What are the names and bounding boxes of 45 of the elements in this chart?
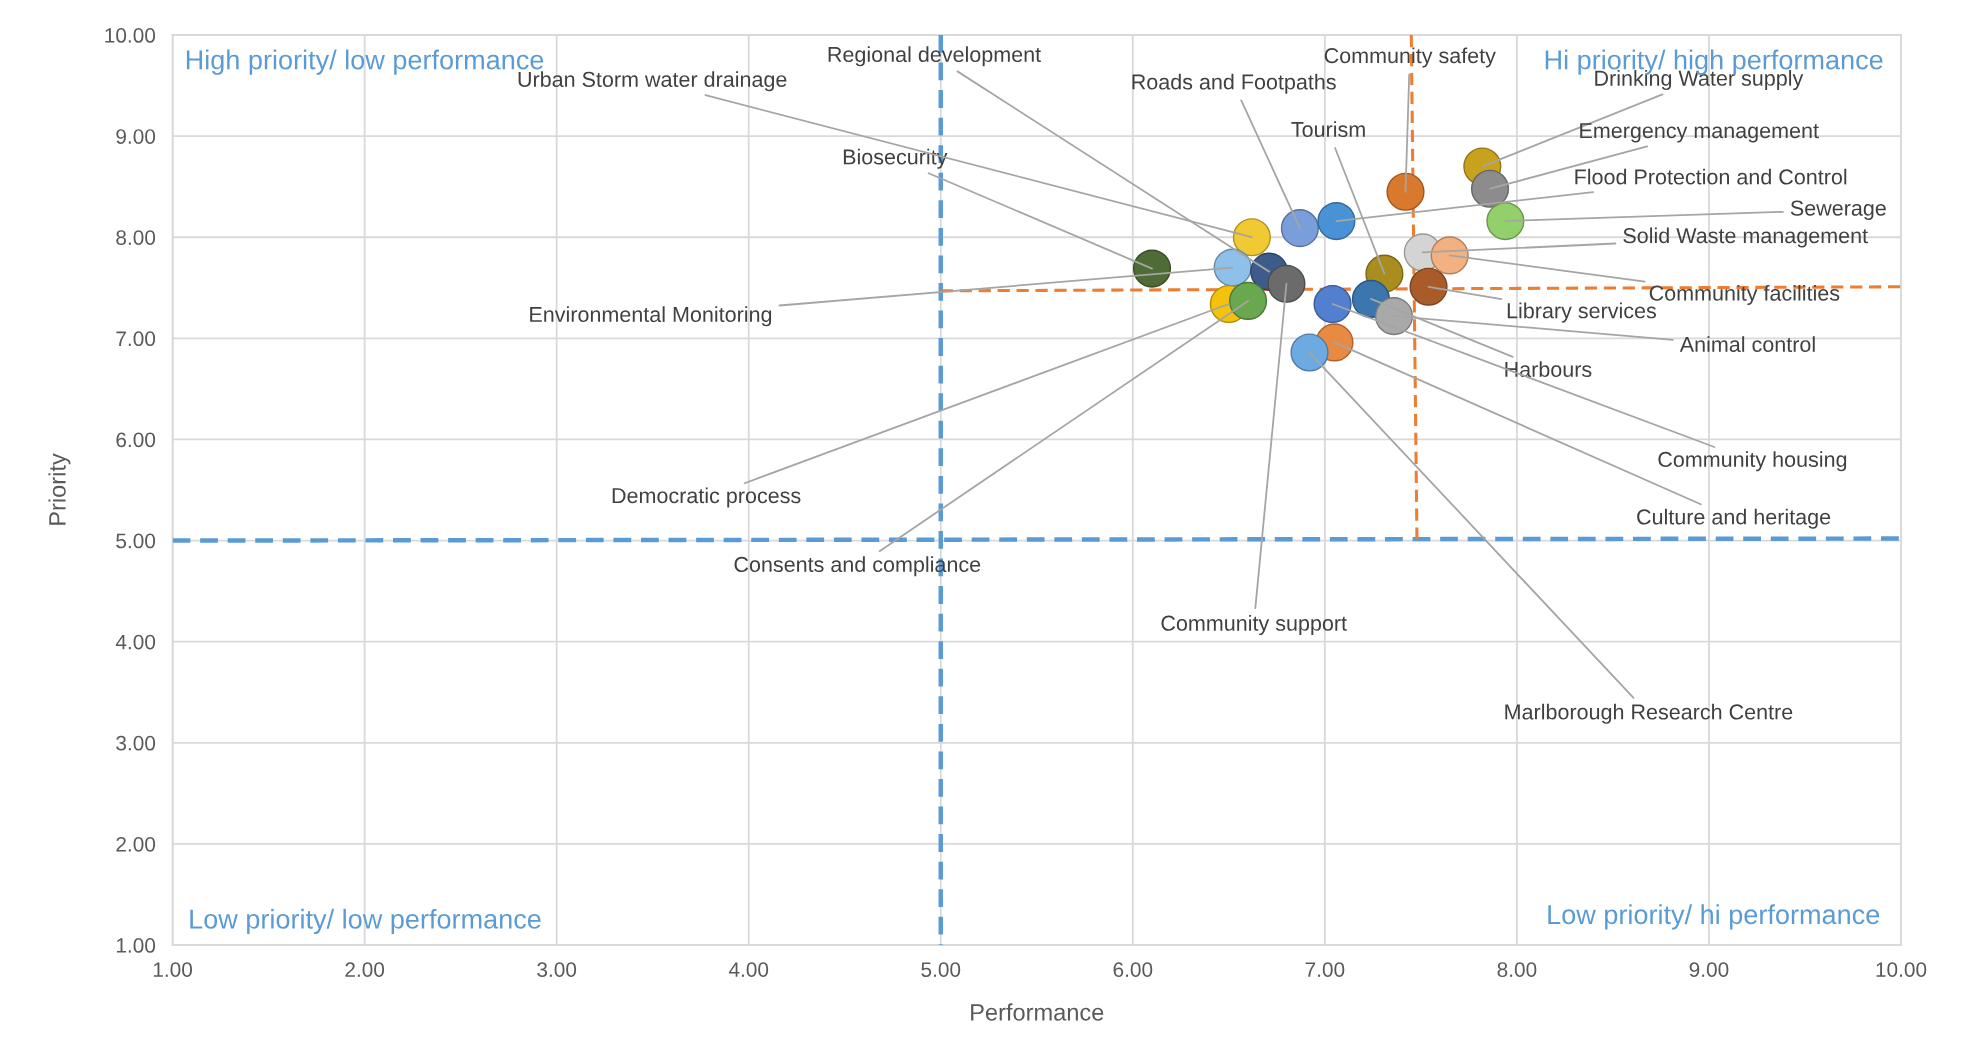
point: [1409, 267, 1448, 306]
x-tick-label: 9.00: [1689, 962, 1729, 977]
annotation: Community support: [1161, 615, 1347, 636]
x-tick-label: 7.00: [1305, 962, 1345, 977]
annotation: Harbours: [1505, 361, 1592, 378]
y-tick-label: 3.00: [116, 735, 156, 751]
annotation: Low priority/ hi performance: [1548, 904, 1880, 930]
annotation: Biosecurity: [843, 148, 948, 169]
x-tick-label: 6.00: [1113, 962, 1153, 977]
x-tick-label: 2.00: [345, 962, 385, 977]
x-tick-label: 8.00: [1497, 962, 1537, 977]
annotation: Culture and heritage: [1637, 508, 1831, 529]
point: [1290, 333, 1329, 372]
x-tick-label: 1.00: [153, 962, 193, 977]
x-axis-title: Performance: [971, 1003, 1104, 1021]
y-axis-title: Priority: [48, 453, 71, 525]
point: [1486, 201, 1525, 241]
annotation: Flood Protection and Control: [1575, 168, 1847, 185]
annotation: Community housing: [1658, 451, 1847, 472]
annotation: Marlborough Research Centre: [1505, 703, 1793, 724]
x-tick-label: 5.00: [921, 962, 961, 977]
x-tick-label: 4.00: [728, 962, 769, 977]
annotation: Environmental Monitoring: [530, 306, 772, 327]
point: [1386, 172, 1425, 211]
y-tick-label: 1.00: [116, 938, 156, 953]
annotation: Emergency management: [1580, 123, 1819, 143]
y-tick-label: 6.00: [116, 432, 156, 448]
annotation: Tourism: [1291, 121, 1365, 138]
annotation: Animal control: [1679, 336, 1815, 353]
annotation: Regional development: [828, 46, 1041, 67]
annotation: Roads and Footpaths: [1132, 73, 1336, 94]
annotation: Solid Waste management: [1623, 227, 1868, 248]
y-tick-label: 4.00: [115, 634, 156, 650]
annotation: Democratic process: [612, 487, 801, 508]
y-tick-label: 5.00: [116, 533, 156, 549]
x-tick-label: 10.00: [1876, 962, 1927, 977]
annotation: Low priority/ low performance: [190, 908, 541, 935]
point: [1313, 284, 1352, 324]
y-tick-label: 8.00: [116, 230, 156, 245]
y-tick-label: 2.00: [116, 836, 156, 852]
annotation: Sewerage: [1790, 200, 1886, 221]
y-tick-label: 10.00: [105, 28, 156, 43]
y-tick-label: 9.00: [116, 129, 156, 144]
x-tick-label: 3.00: [537, 962, 577, 977]
y-tick-label: 7.00: [116, 331, 156, 347]
